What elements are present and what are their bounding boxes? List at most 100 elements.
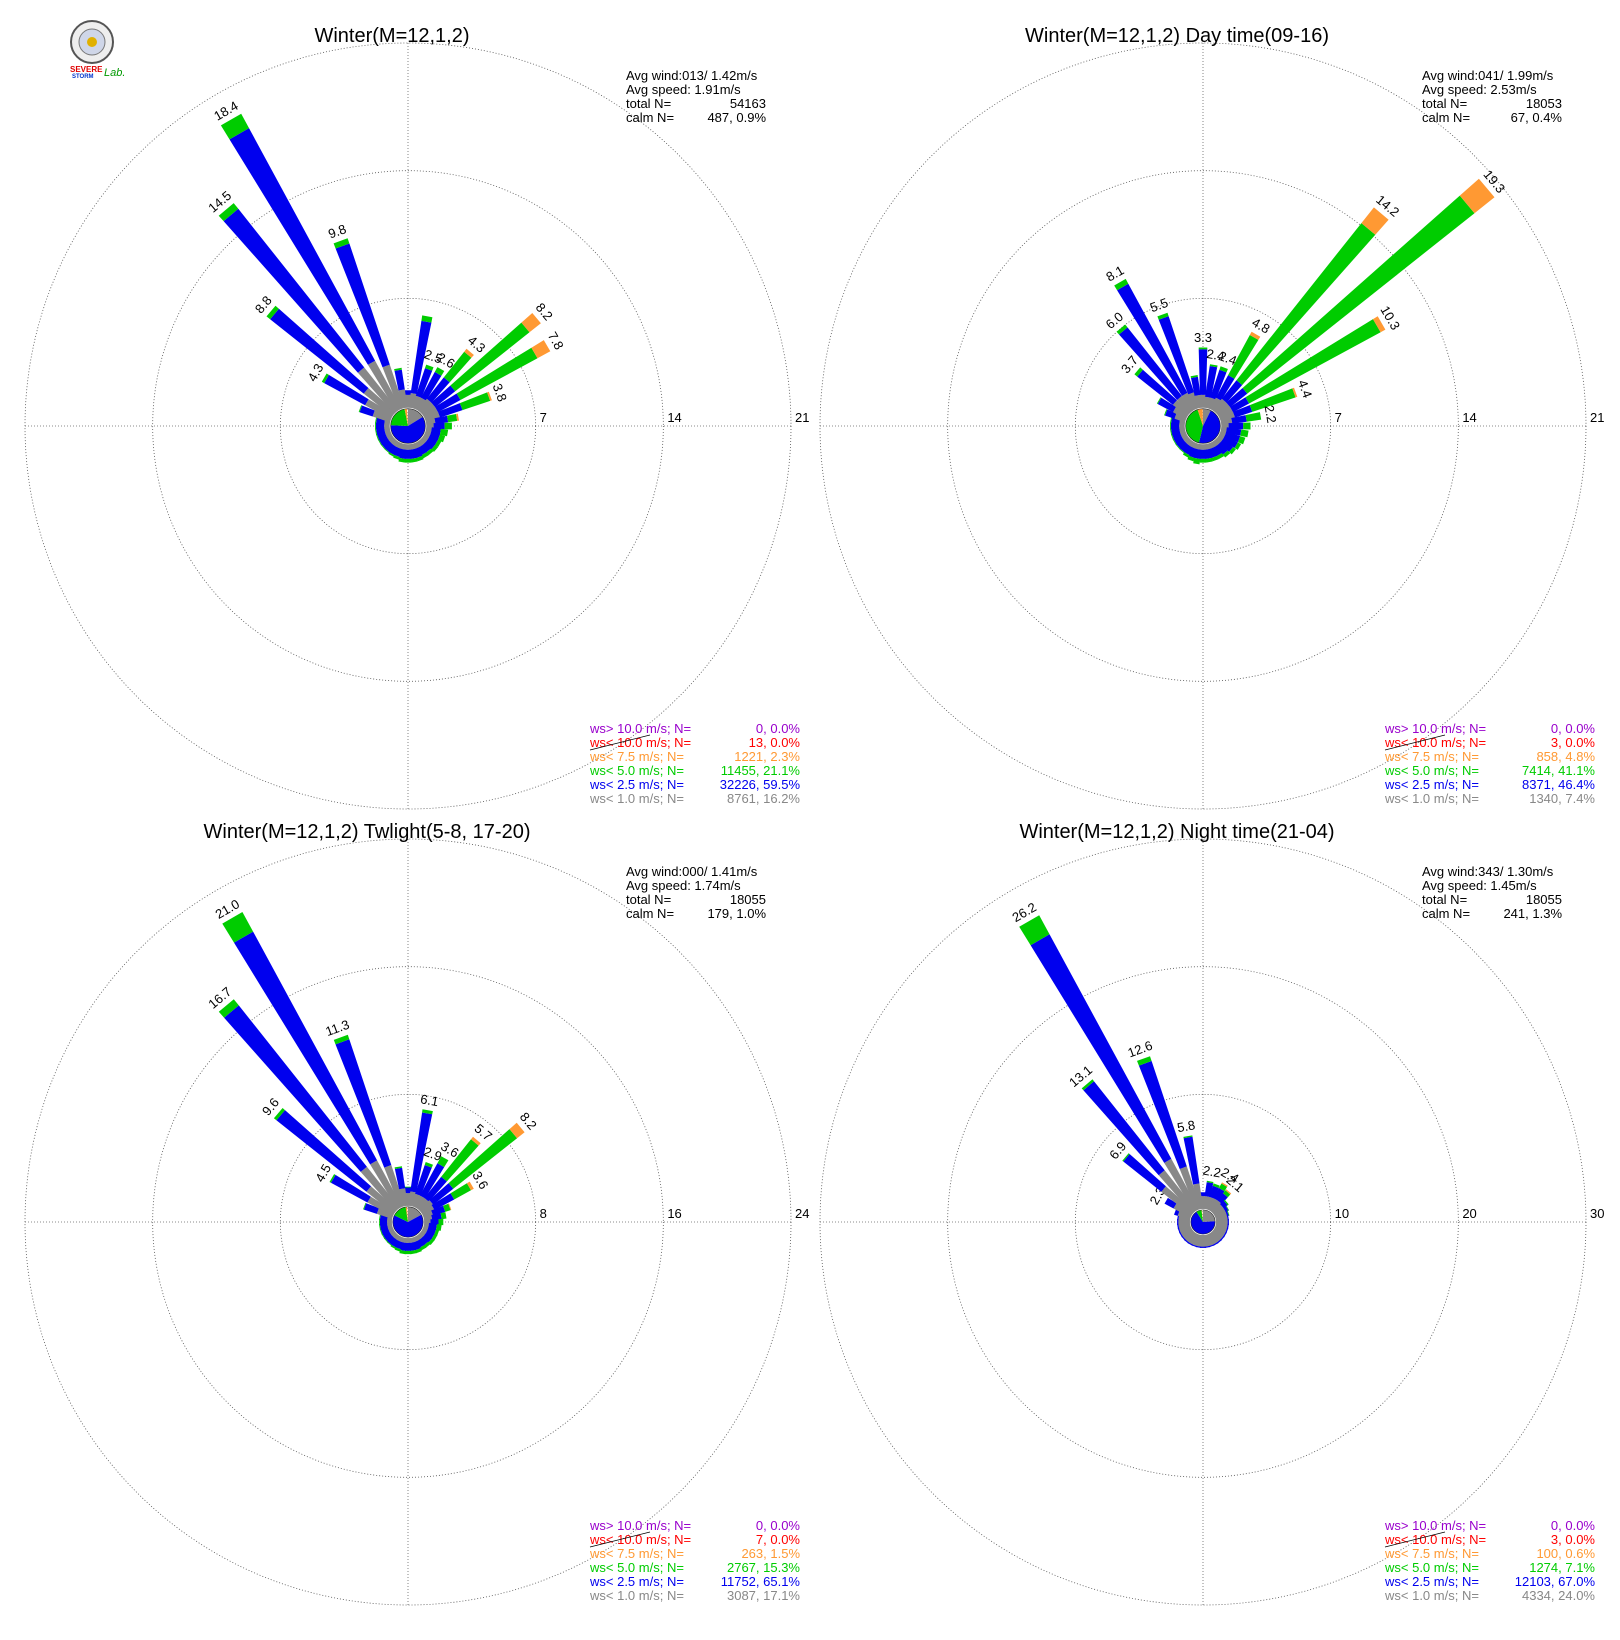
stats-value: 54163: [730, 96, 766, 111]
bar-segment: [1190, 375, 1198, 378]
bar-segment: [436, 1224, 442, 1231]
legend-value: 11752, 65.1%: [721, 1574, 801, 1589]
bar-segment: [414, 397, 427, 412]
bar-segment: [1234, 442, 1242, 450]
legend-label: ws< 5.0 m/s; N=: [589, 763, 684, 778]
bar-segment: [384, 1165, 405, 1208]
bar-segment: [1116, 324, 1128, 335]
bar-segment: [394, 367, 402, 371]
bar-segment: [1176, 439, 1187, 449]
direction-bar: 2.5: [411, 346, 444, 410]
bar-segment: [448, 1203, 452, 1211]
legend-label: ws< 2.5 m/s; N=: [1384, 1574, 1479, 1589]
bar-segment: [1212, 398, 1227, 414]
grid-ring: [947, 170, 1459, 682]
bar-segment: [443, 351, 472, 383]
bar-segment: [1137, 1056, 1152, 1066]
direction-bar: 19.3: [1215, 167, 1508, 417]
direction-bar: [358, 405, 392, 423]
bar-segment: [521, 313, 541, 333]
bar-segment: [1222, 435, 1238, 448]
bar-segment: [398, 457, 406, 463]
bar-segment: [456, 413, 459, 421]
bar-segment: [426, 377, 450, 403]
grid-ring: [1074, 297, 1332, 555]
bar-segment: [324, 374, 369, 406]
bar-segment: [415, 1165, 432, 1196]
legend-label: ws< 2.5 m/s; N=: [589, 777, 684, 792]
bar-segment: [1083, 1081, 1165, 1176]
ring-label: 7: [540, 410, 547, 425]
direction-bar: [1190, 375, 1203, 409]
direction-bar: 6.1: [408, 1091, 440, 1207]
bar-segment: [1243, 422, 1251, 430]
bar-segment: [330, 1174, 371, 1203]
bar-segment: [1137, 369, 1177, 405]
pie-slice: [1203, 1209, 1216, 1222]
bar-segment: [410, 1250, 417, 1255]
bar-segment: [379, 1219, 380, 1225]
bar-segment: [382, 364, 405, 410]
bar-segment: [420, 371, 442, 401]
bar-segment: [1209, 1185, 1219, 1199]
legend-value: 12103, 67.0%: [1515, 1574, 1596, 1589]
bar-segment: [385, 442, 395, 453]
direction-bar: 21.0: [213, 896, 403, 1210]
direction-bar: 8.2: [420, 300, 556, 417]
bar-segment: [418, 1200, 434, 1214]
bar-segment: [1226, 1214, 1229, 1221]
bar-segment: [234, 931, 378, 1165]
bar-segment: [443, 1203, 451, 1212]
bar-segment: [1206, 397, 1216, 410]
bar-segment: [379, 1228, 383, 1235]
ring-label: 30: [1590, 1206, 1604, 1221]
ring-label: 10: [1335, 1206, 1349, 1221]
stats-value: 18053: [1526, 96, 1562, 111]
bar-label: 9.8: [326, 221, 348, 241]
bar-segment: [1180, 442, 1190, 453]
bar-segment: [435, 393, 461, 413]
bar-segment: [357, 367, 399, 414]
windrose-panel-1: 7 14 212.52.64.38.27.83.84.38.814.518.49.8…: [24, 25, 809, 810]
ring-label: 7: [1335, 410, 1342, 425]
bar-segment: [398, 389, 408, 409]
stats-line: Avg speed: 1.91m/s: [626, 82, 741, 97]
bar-segment: [389, 445, 399, 456]
panel-title: Winter(M=12,1,2) Day time(09-16): [1025, 25, 1329, 47]
stats-line: total N=: [626, 96, 671, 111]
bar-segment: [444, 422, 452, 430]
direction-bar: 8.2: [418, 1109, 540, 1214]
legend-label: ws< 7.5 m/s; N=: [589, 749, 684, 764]
bar-segment: [1198, 349, 1208, 395]
stats-value: 487, 0.9%: [707, 110, 766, 125]
bar-segment: [1156, 397, 1162, 404]
stats-line: total N=: [626, 892, 671, 907]
bar-segment: [1217, 406, 1233, 420]
direction-bar: 2.2: [1220, 404, 1279, 426]
bar-segment: [1177, 395, 1194, 414]
bar-segment: [363, 388, 396, 417]
bar-segment: [1164, 409, 1168, 416]
bar-segment: [381, 1233, 386, 1239]
bar-segment: [413, 1195, 425, 1210]
direction-bar: 2.4: [1206, 348, 1239, 410]
legend-label: ws< 5.0 m/s; N=: [589, 1560, 684, 1575]
legend-value: 13, 0.0%: [749, 735, 801, 750]
direction-bar: [1182, 440, 1197, 458]
bar-segment: [384, 448, 390, 454]
direction-bar: 7.8: [422, 329, 567, 420]
grid-ring: [24, 838, 792, 1606]
bar-label: 2.2: [1202, 1163, 1222, 1181]
bar-label: 5.8: [1176, 1117, 1196, 1135]
legend-label: ws< 5.0 m/s; N=: [1384, 763, 1479, 778]
bar-segment: [1232, 405, 1253, 418]
bar-segment: [1219, 366, 1228, 373]
bar-segment: [1161, 1186, 1195, 1216]
bar-segment: [1213, 1188, 1225, 1201]
legend-label: ws< 7.5 m/s; N=: [1384, 749, 1479, 764]
stats-value: 179, 1.0%: [707, 906, 766, 921]
bar-segment: [1158, 1170, 1197, 1214]
bar-segment: [425, 364, 434, 371]
ring-label: 16: [667, 1206, 681, 1221]
bar-segment: [375, 417, 377, 424]
